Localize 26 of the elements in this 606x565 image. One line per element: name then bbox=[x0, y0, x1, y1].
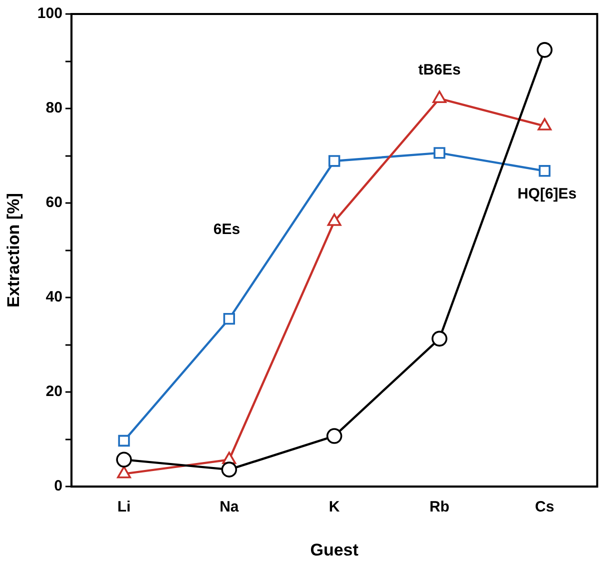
point bbox=[118, 434, 130, 447]
x-tick-label: Na bbox=[220, 498, 240, 516]
x-tick-label: Li bbox=[117, 498, 131, 516]
y-tick-label: 40 bbox=[46, 288, 62, 306]
y-tick-label: 80 bbox=[46, 100, 62, 117]
point bbox=[434, 147, 446, 159]
point bbox=[223, 312, 236, 325]
y-tick-label: 20 bbox=[46, 383, 62, 400]
x-tick-label: Cs bbox=[535, 498, 554, 516]
point bbox=[538, 165, 550, 177]
y-tick-label: 60 bbox=[46, 194, 62, 212]
y-tick-label: 0 bbox=[54, 478, 62, 495]
text: 6Es bbox=[213, 221, 240, 238]
x-axis-title: Guest bbox=[310, 540, 359, 560]
x-tick-label: Rb bbox=[429, 498, 450, 516]
y-axis-title: Extraction [%] bbox=[4, 193, 23, 308]
point bbox=[326, 428, 342, 444]
series-label: tB6Es bbox=[418, 62, 461, 79]
series-label: HQ[6]Es bbox=[517, 185, 577, 202]
point bbox=[221, 462, 238, 478]
point bbox=[432, 330, 448, 347]
point bbox=[116, 452, 132, 468]
point bbox=[328, 155, 340, 167]
x-tick-label: K bbox=[328, 498, 340, 516]
point bbox=[536, 42, 553, 58]
y-tick-label: 100 bbox=[37, 5, 62, 22]
